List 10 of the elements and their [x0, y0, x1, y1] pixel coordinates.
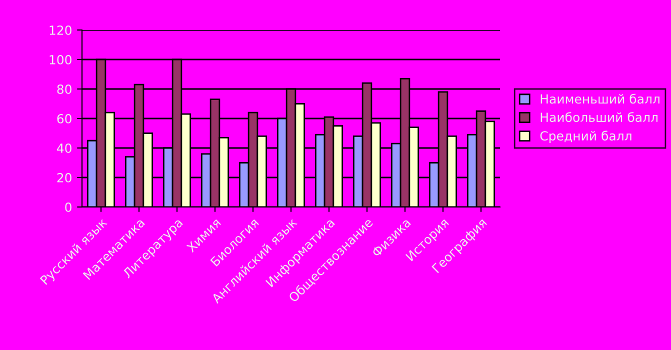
y-tick-label: 120: [50, 25, 72, 35]
legend-label: Наименьший балл: [540, 94, 660, 104]
y-tick-label: 60: [57, 114, 72, 124]
y-tick-label: 0: [65, 202, 72, 212]
legend-label: Наибольший балл: [540, 112, 658, 122]
y-tick-label: 80: [57, 84, 72, 94]
y-tick-label: 100: [50, 54, 72, 64]
legend-label: Средний балл: [540, 130, 632, 144]
y-tick-label: 20: [57, 172, 72, 182]
y-tick-label: 40: [56, 143, 72, 153]
